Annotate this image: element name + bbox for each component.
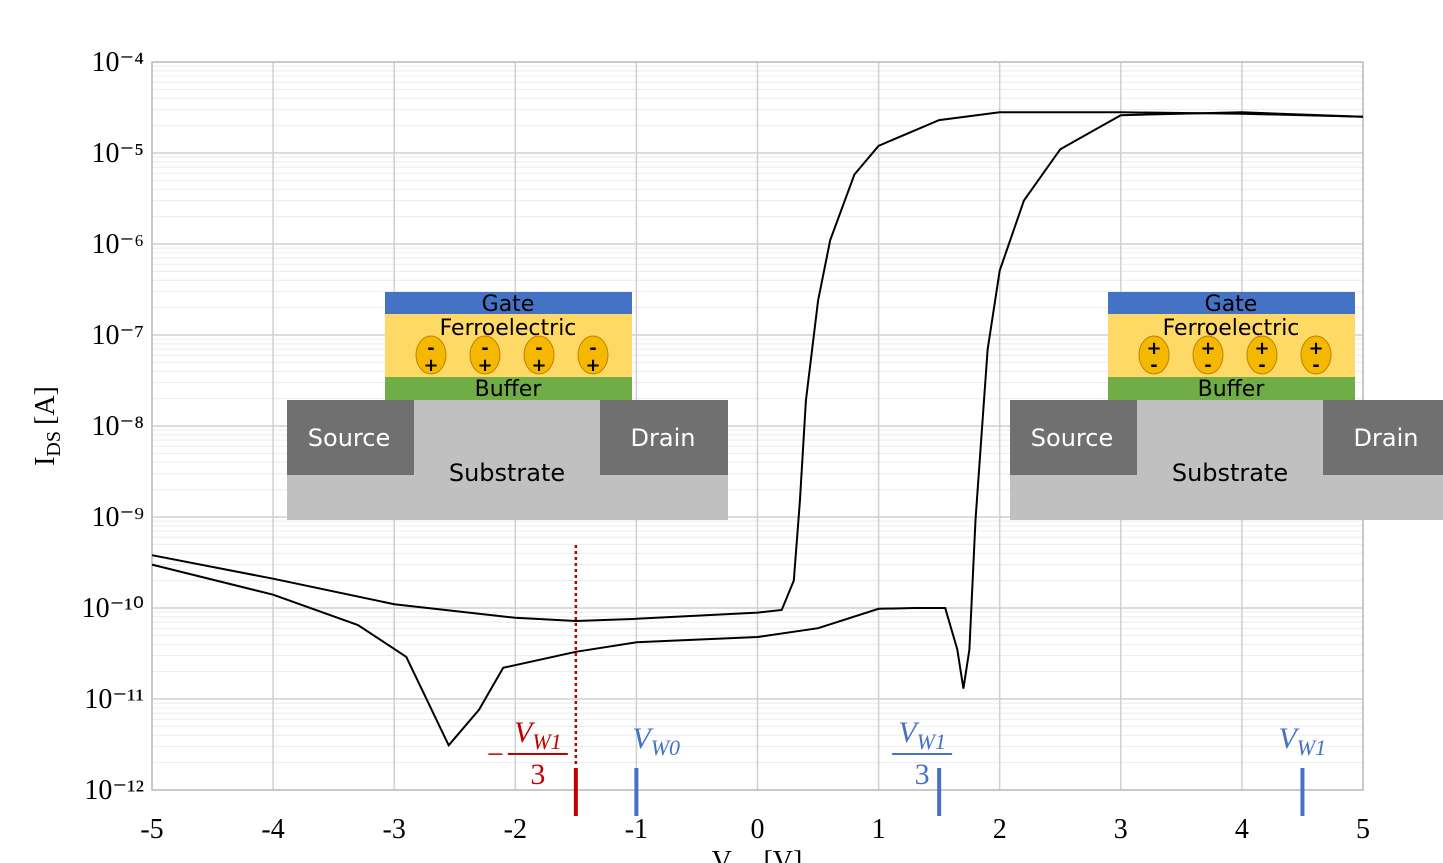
x-tick-label: -4 (261, 814, 284, 845)
ylabel-label: IDS [A] (30, 386, 65, 466)
ylabel-unit: [A] (30, 386, 61, 425)
annotation-label: VW1 (1278, 722, 1326, 760)
charge-bottom: - (1204, 355, 1211, 376)
x-tick-label: 2 (993, 814, 1007, 845)
charge-bottom: + (423, 355, 438, 376)
ferroelectric-label: Ferroelectric (1163, 316, 1300, 341)
annotation-sub: W0 (651, 735, 680, 760)
ylabel-main: I (30, 457, 61, 466)
annotation-label: VW1 (898, 716, 946, 754)
annotation-sub: W1 (532, 729, 561, 754)
drain-label: Drain (1354, 424, 1419, 452)
x-tick-label: 5 (1356, 814, 1370, 845)
substrate-label: Substrate (1172, 459, 1288, 487)
charge-bottom: - (1150, 355, 1157, 376)
y-tick-label: 10⁻⁹ (91, 502, 144, 533)
buffer-label: Buffer (475, 377, 543, 402)
buffer-label: Buffer (1198, 377, 1266, 402)
annotation-sign: − (487, 738, 504, 771)
xlabel-label: VGS [V] (712, 846, 803, 863)
xlabel-sub: GS (732, 859, 758, 863)
y-tick-label: 10⁻⁶ (91, 229, 144, 260)
charge-bottom: + (585, 355, 600, 376)
y-tick-label: 10⁻¹¹ (84, 684, 144, 715)
source-label: Source (308, 424, 390, 452)
y-tick-label: 10⁻¹² (84, 775, 144, 806)
gate-label: Gate (482, 292, 535, 317)
x-tick-label: -5 (140, 814, 163, 845)
charge-bottom: + (477, 355, 492, 376)
x-tick-label: 3 (1114, 814, 1128, 845)
annotation-denominator: 3 (530, 758, 545, 791)
annotation-sub: W1 (1297, 735, 1326, 760)
x-tick-label: -1 (625, 814, 648, 845)
y-tick-label: 10⁻⁴ (91, 47, 144, 78)
drain-label: Drain (631, 424, 696, 452)
gate-label: Gate (1205, 292, 1258, 317)
x-tick-label: 1 (872, 814, 886, 845)
xlabel-unit: [V] (763, 846, 802, 863)
substrate-label: Substrate (449, 459, 565, 487)
x-tick-label: 4 (1235, 814, 1249, 845)
annotation-label: VW0 (632, 722, 680, 760)
x-tick-label: 0 (751, 814, 765, 845)
annotation-denominator: 3 (915, 758, 930, 791)
ferroelectric-label: Ferroelectric (440, 316, 577, 341)
y-tick-label: 10⁻⁸ (91, 411, 144, 442)
charge-bottom: + (531, 355, 546, 376)
charge-bottom: - (1258, 355, 1265, 376)
y-tick-label: 10⁻⁵ (91, 138, 144, 169)
charge-bottom: - (1312, 355, 1319, 376)
ylabel-sub: DS (43, 431, 65, 457)
xlabel-main: V (712, 846, 732, 863)
annotation-label: VW1 (514, 716, 562, 754)
x-tick-label: -3 (383, 814, 406, 845)
source-label: Source (1031, 424, 1113, 452)
y-tick-label: 10⁻¹⁰ (82, 593, 144, 624)
annotation-sub: W1 (917, 729, 946, 754)
chart: 10⁻¹² 10⁻¹¹ 10⁻¹⁰ 10⁻⁹ 10⁻⁸ 10⁻⁷ 10⁻⁶ 10⁻⁵ 10⁻⁴ -… (0, 0, 1443, 863)
x-tick-label: -2 (504, 814, 527, 845)
y-tick-label: 10⁻⁷ (91, 320, 144, 351)
